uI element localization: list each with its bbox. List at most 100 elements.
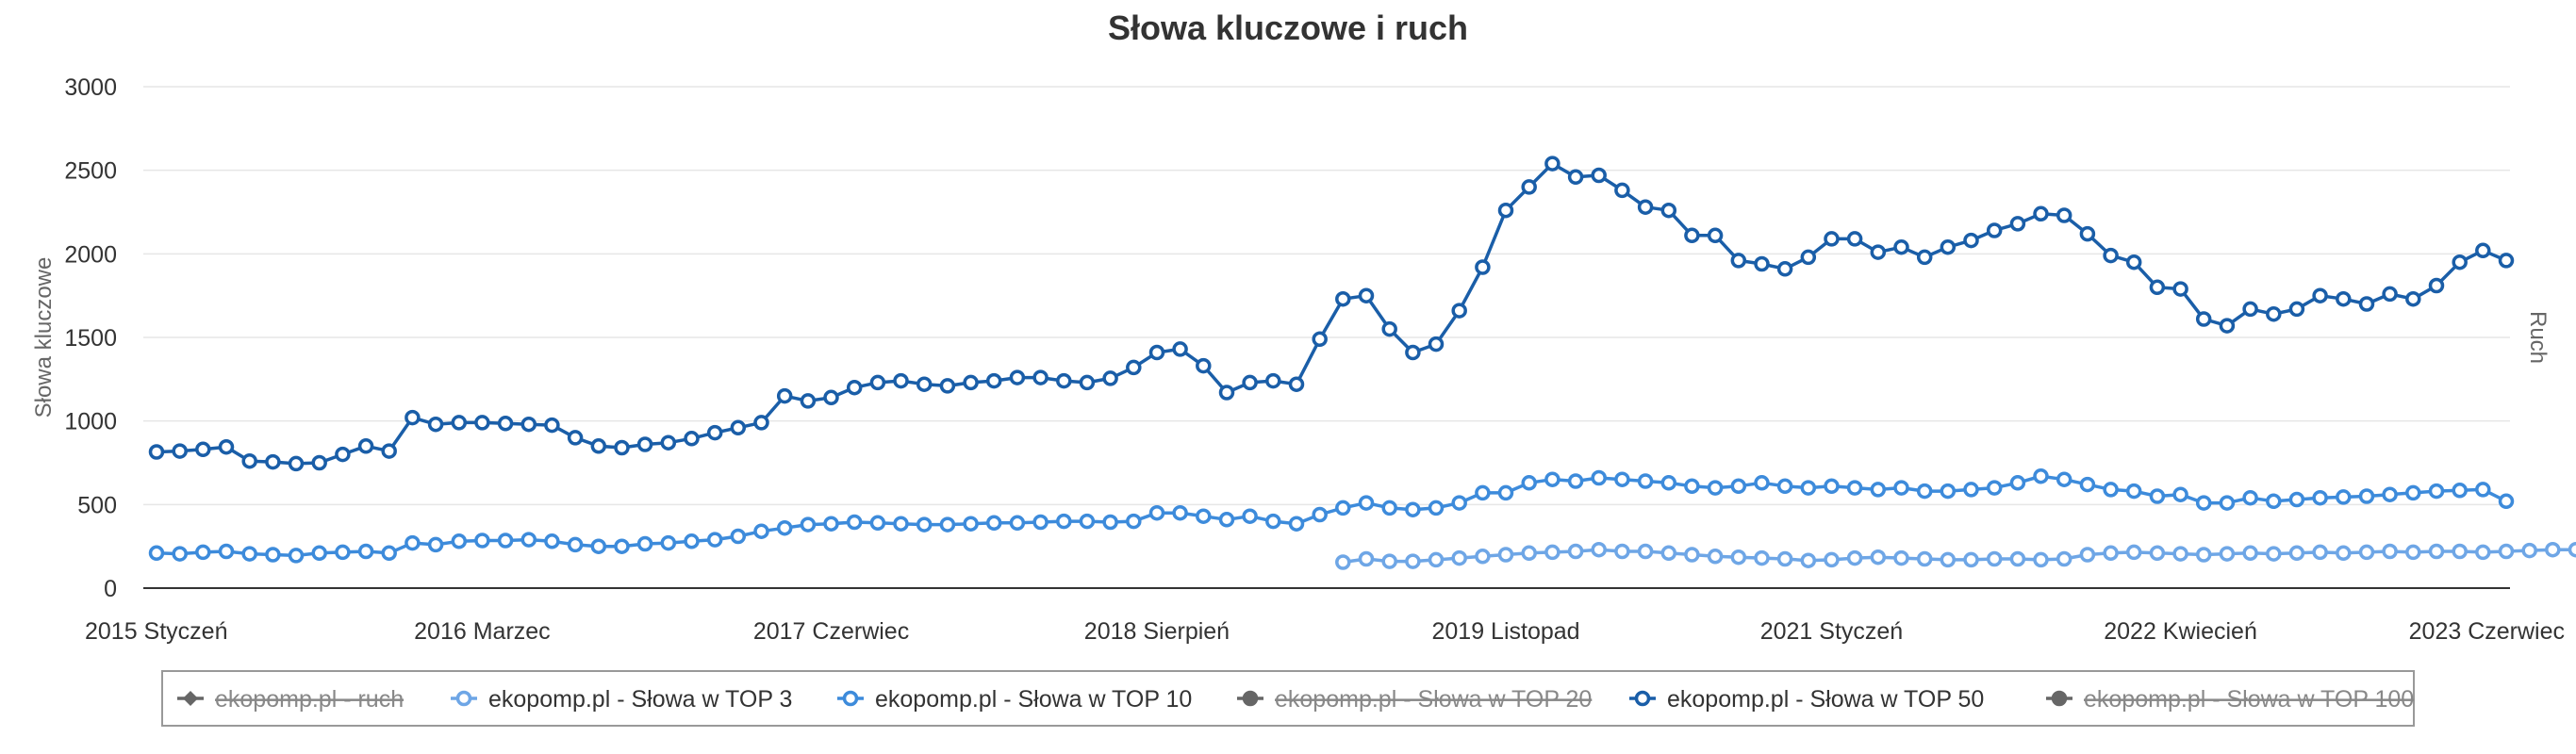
data-point[interactable] bbox=[1824, 551, 1840, 568]
data-point[interactable] bbox=[1544, 471, 1560, 487]
data-point[interactable] bbox=[1684, 547, 1700, 563]
data-point[interactable] bbox=[1288, 516, 1305, 532]
data-point[interactable] bbox=[963, 374, 979, 391]
data-point[interactable] bbox=[1032, 514, 1049, 531]
data-point[interactable] bbox=[451, 415, 468, 431]
data-point[interactable] bbox=[2056, 471, 2072, 487]
data-point[interactable] bbox=[2219, 546, 2236, 562]
data-point[interactable] bbox=[1940, 551, 1957, 568]
data-point[interactable] bbox=[357, 438, 374, 454]
data-point[interactable] bbox=[2428, 543, 2445, 560]
data-point[interactable] bbox=[1102, 514, 1118, 531]
data-point[interactable] bbox=[2521, 542, 2537, 559]
data-point[interactable] bbox=[1637, 543, 1654, 560]
data-point[interactable] bbox=[846, 514, 863, 531]
data-point[interactable] bbox=[2172, 486, 2188, 502]
data-point[interactable] bbox=[497, 416, 514, 432]
data-point[interactable] bbox=[1428, 551, 1445, 568]
data-point[interactable] bbox=[1335, 554, 1351, 570]
legend-item[interactable]: ekopomp.pl - ruch bbox=[177, 686, 404, 713]
data-point[interactable] bbox=[520, 416, 537, 433]
data-point[interactable] bbox=[2336, 545, 2352, 562]
data-point[interactable] bbox=[2358, 296, 2375, 312]
data-point[interactable] bbox=[636, 535, 653, 552]
data-point[interactable] bbox=[1265, 513, 1281, 530]
data-point[interactable] bbox=[2125, 544, 2142, 561]
data-point[interactable] bbox=[1986, 222, 2003, 238]
data-point[interactable] bbox=[1754, 475, 1770, 491]
data-point[interactable] bbox=[1242, 508, 1258, 524]
data-point[interactable] bbox=[1870, 244, 1887, 260]
data-point[interactable] bbox=[1218, 385, 1235, 401]
data-point[interactable] bbox=[1660, 475, 1677, 491]
data-point[interactable] bbox=[405, 409, 421, 426]
data-point[interactable] bbox=[1172, 341, 1188, 357]
data-point[interactable] bbox=[172, 443, 188, 459]
data-point[interactable] bbox=[1265, 372, 1281, 389]
data-point[interactable] bbox=[1893, 549, 1909, 566]
data-point[interactable] bbox=[706, 424, 723, 441]
data-point[interactable] bbox=[2149, 488, 2166, 504]
legend-item[interactable]: ekopomp.pl - Słowa w TOP 100 bbox=[2046, 686, 2414, 713]
data-point[interactable] bbox=[1056, 372, 1072, 389]
data-point[interactable] bbox=[2056, 550, 2072, 567]
data-point[interactable] bbox=[1126, 513, 1142, 530]
data-point[interactable] bbox=[2125, 254, 2142, 270]
data-point[interactable] bbox=[311, 545, 327, 562]
data-point[interactable] bbox=[1614, 182, 1630, 199]
data-point[interactable] bbox=[2056, 207, 2072, 223]
data-point[interactable] bbox=[1893, 480, 1909, 496]
data-point[interactable] bbox=[730, 528, 747, 545]
data-point[interactable] bbox=[776, 519, 793, 536]
data-point[interactable] bbox=[1312, 331, 1328, 348]
data-point[interactable] bbox=[590, 538, 607, 554]
data-point[interactable] bbox=[2219, 318, 2236, 334]
data-point[interactable] bbox=[2405, 484, 2421, 501]
data-point[interactable] bbox=[985, 515, 1002, 532]
data-point[interactable] bbox=[1358, 287, 1375, 303]
data-point[interactable] bbox=[1497, 547, 1514, 563]
data-point[interactable] bbox=[684, 431, 700, 447]
data-point[interactable] bbox=[2172, 546, 2188, 562]
data-point[interactable] bbox=[2452, 543, 2468, 560]
data-point[interactable] bbox=[1032, 369, 1049, 385]
data-point[interactable] bbox=[1079, 374, 1096, 391]
data-point[interactable] bbox=[1870, 549, 1887, 566]
data-point[interactable] bbox=[2266, 305, 2282, 322]
data-point[interactable] bbox=[1707, 227, 1724, 244]
data-point[interactable] bbox=[2498, 493, 2515, 510]
data-point[interactable] bbox=[2498, 543, 2515, 560]
legend-item[interactable]: ekopomp.pl - Słowa w TOP 20 bbox=[1237, 686, 1592, 713]
data-point[interactable] bbox=[2242, 489, 2258, 506]
data-point[interactable] bbox=[1776, 261, 1793, 277]
data-point[interactable] bbox=[1009, 515, 1026, 532]
data-point[interactable] bbox=[2382, 543, 2398, 560]
data-point[interactable] bbox=[520, 532, 537, 548]
data-point[interactable] bbox=[1567, 169, 1584, 186]
data-point[interactable] bbox=[1521, 545, 1537, 562]
data-point[interactable] bbox=[2382, 486, 2398, 502]
data-point[interactable] bbox=[1497, 484, 1514, 501]
data-point[interactable] bbox=[1800, 480, 1817, 496]
data-point[interactable] bbox=[2125, 483, 2142, 500]
data-point[interactable] bbox=[2266, 493, 2282, 510]
data-point[interactable] bbox=[1475, 484, 1491, 501]
data-point[interactable] bbox=[1591, 541, 1607, 558]
data-point[interactable] bbox=[2568, 541, 2576, 558]
data-point[interactable] bbox=[730, 419, 747, 436]
data-point[interactable] bbox=[381, 443, 397, 459]
data-point[interactable] bbox=[916, 376, 933, 392]
data-point[interactable] bbox=[753, 523, 769, 539]
data-point[interactable] bbox=[2475, 242, 2491, 259]
data-point[interactable] bbox=[660, 434, 677, 451]
data-point[interactable] bbox=[1660, 202, 1677, 219]
data-point[interactable] bbox=[800, 393, 817, 409]
data-point[interactable] bbox=[2312, 489, 2328, 506]
data-point[interactable] bbox=[2475, 482, 2491, 498]
data-point[interactable] bbox=[614, 439, 630, 456]
data-point[interactable] bbox=[614, 538, 630, 554]
data-point[interactable] bbox=[1196, 508, 1212, 524]
data-point[interactable] bbox=[1660, 545, 1677, 562]
data-point[interactable] bbox=[1405, 501, 1421, 517]
data-point[interactable] bbox=[1172, 504, 1188, 521]
